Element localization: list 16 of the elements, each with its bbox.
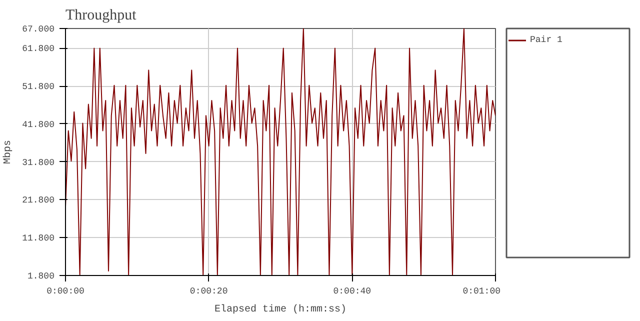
x-tick-label: 0:00:20	[190, 286, 228, 296]
y-tick-label: 11.800	[22, 234, 54, 244]
y-tick-label: 51.800	[22, 82, 54, 92]
x-axis-title: Elapsed time (h:mm:ss)	[214, 304, 347, 316]
y-axis-title: Mbps	[2, 140, 14, 164]
y-tick-label: 21.800	[22, 196, 54, 206]
x-tick-label: 0:01:00	[462, 286, 501, 296]
chart-title: Throughput	[66, 8, 138, 24]
y-tick-label: 31.800	[22, 158, 54, 168]
y-tick-label: 67.000	[22, 24, 54, 34]
legend-label: Pair 1	[530, 35, 562, 45]
x-tick-label: 0:00:00	[46, 286, 84, 296]
y-tick-label: 61.800	[22, 44, 54, 54]
y-tick-label: 41.800	[22, 120, 54, 130]
y-tick-label: 1.800	[27, 272, 55, 282]
x-tick-label: 0:00:40	[333, 286, 372, 296]
